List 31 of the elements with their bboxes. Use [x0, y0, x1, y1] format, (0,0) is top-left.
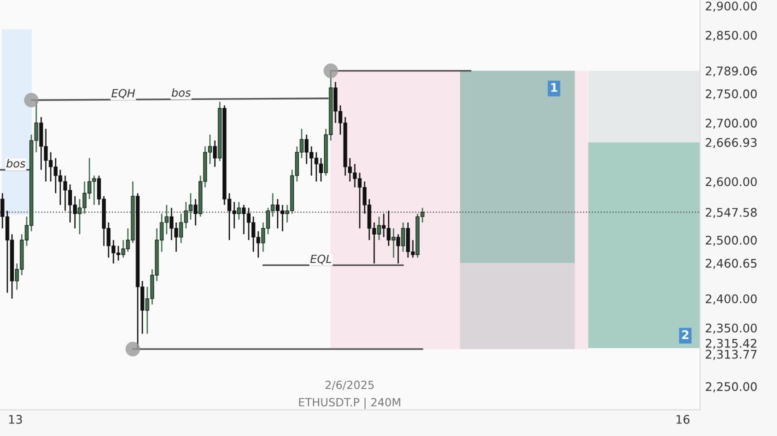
y-tick-label: 2,700.00 [706, 118, 757, 129]
point [24, 92, 39, 108]
y-tick-label: 2,600.00 [706, 177, 757, 188]
y-tick-label: 2,250.00 [706, 382, 757, 392]
y-tick-label: 2,315.42 [706, 338, 756, 349]
point [126, 342, 140, 356]
point [324, 64, 338, 78]
y-tick-label: 2,789.06 [706, 66, 757, 77]
y-tick-label: 2,313.77 [706, 350, 756, 360]
y-tick-label: 2,750.00 [706, 89, 757, 100]
y-tick-label: 2,900.00 [706, 2, 757, 12]
annotation: bos [6, 159, 26, 168]
y-tick-label: 2,460.65 [706, 258, 756, 269]
annotation: 2 [682, 330, 688, 339]
y-tick-label: 2,350.00 [706, 324, 757, 334]
bar [460, 70, 575, 264]
y-tick-label: 2,500.00 [706, 236, 757, 246]
y-tick-label: 2,666.93 [706, 138, 757, 148]
bar [460, 263, 575, 350]
y-tick-label: 2,850.00 [706, 30, 757, 41]
annotation: bos [172, 88, 191, 97]
y-tick-label: 2,547.58 [706, 208, 757, 218]
y-tick-label: 2,400.00 [706, 294, 757, 304]
annotation: ETHUSDT.P | 240M [299, 398, 400, 409]
bar [2, 29, 32, 215]
x-tick-label: 16 [676, 414, 690, 424]
annotation: 1 [551, 83, 558, 92]
annotation: EQL [310, 254, 332, 264]
annotation: 2/6/2025 [326, 380, 374, 390]
x-tick-label: 13 [9, 414, 22, 424]
annotation: EQH [111, 88, 136, 99]
